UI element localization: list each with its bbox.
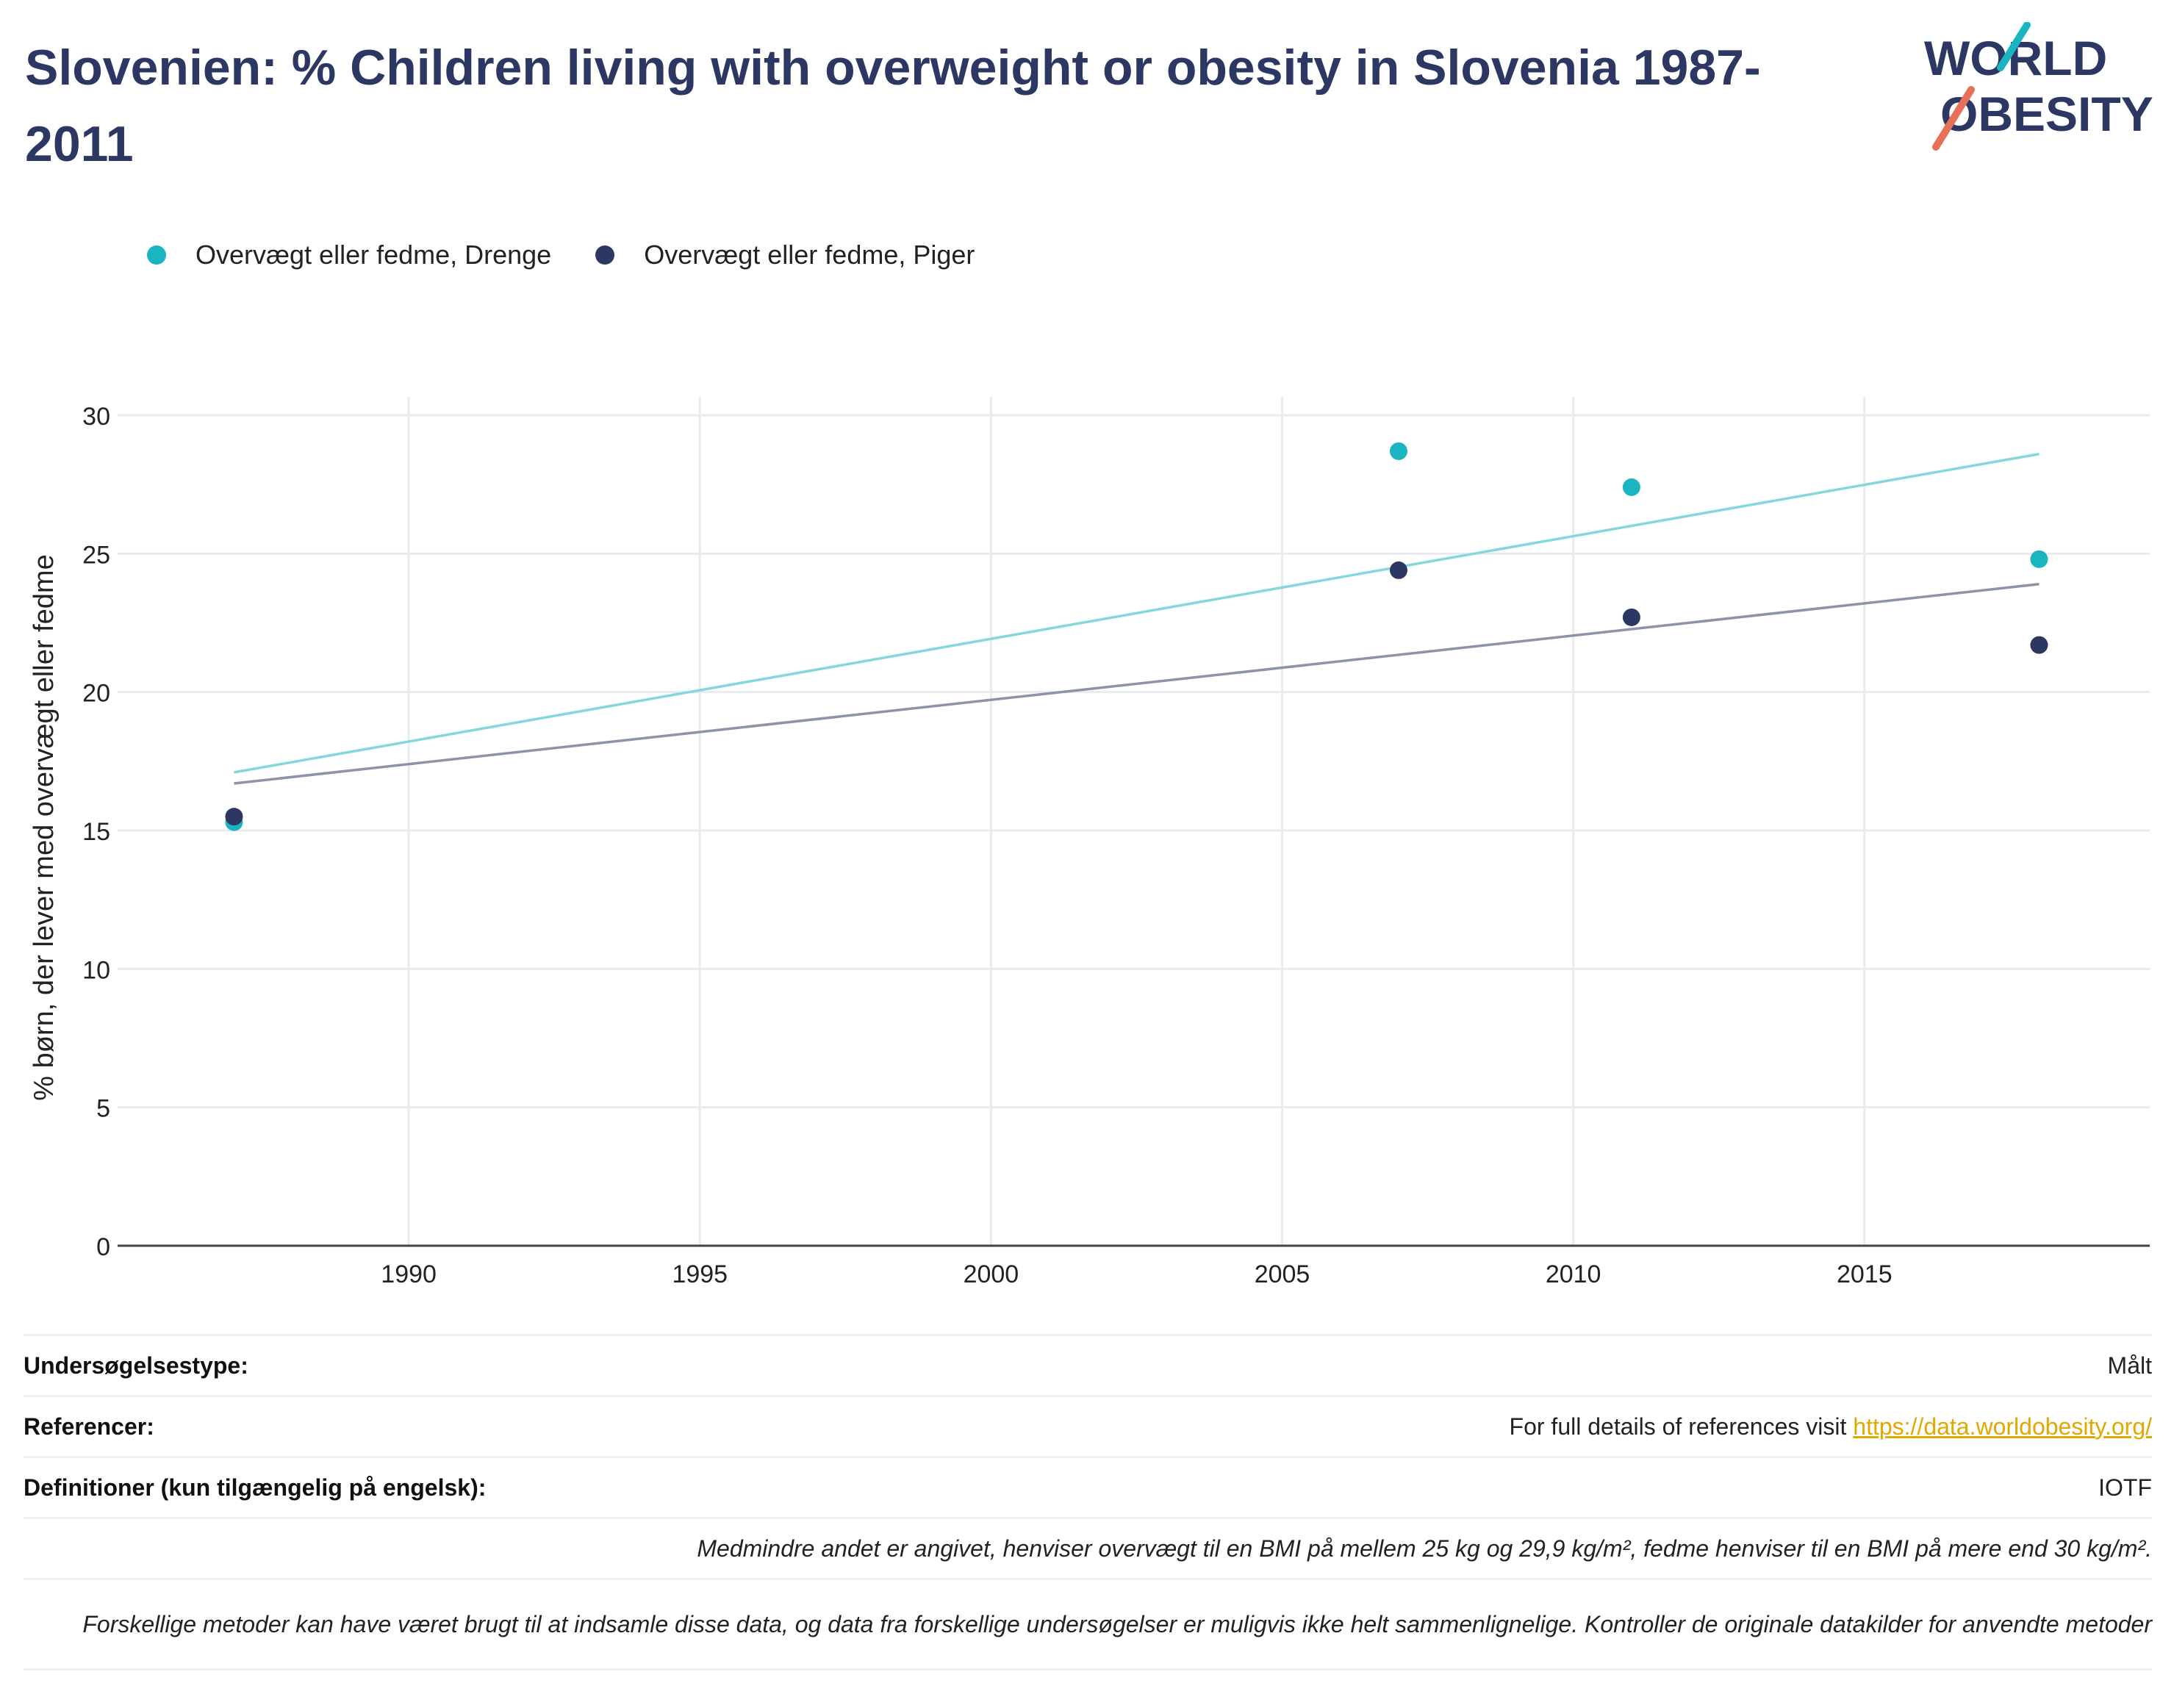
axis-layer: 0 5 10 15 20 25 30 1990 1995 2000 2005 2010 2015 xyxy=(82,403,2150,1288)
legend-item-girls[interactable]: Overvægt eller fedme, Piger xyxy=(595,240,975,270)
methods-note: Forskellige metoder kan have været brugt… xyxy=(82,1611,2152,1637)
references-text: For full details of references visit xyxy=(1509,1413,1854,1440)
grid-layer xyxy=(118,397,2150,1246)
data-point-boys xyxy=(2030,550,2048,568)
legend-dot-boys xyxy=(147,245,166,265)
x-tick-label: 1995 xyxy=(672,1260,728,1288)
references-link[interactable]: https://data.worldobesity.org/ xyxy=(1853,1413,2152,1440)
legend: Overvægt eller fedme, Drenge Overvægt el… xyxy=(147,240,1019,270)
logo-coral-slash xyxy=(1932,86,1975,151)
y-tick-label: 30 xyxy=(82,403,110,431)
survey-type-value: Målt xyxy=(2107,1352,2152,1379)
metadata-table: Undersøgelsestype: Målt Referencer: For … xyxy=(24,1334,2152,1671)
chart-title: Slovenien: % Children living with overwe… xyxy=(25,40,1761,172)
data-point-girls xyxy=(2030,636,2048,654)
x-tick-label: 1990 xyxy=(381,1260,437,1288)
data-point-girls xyxy=(225,808,243,826)
y-tick-label: 25 xyxy=(82,541,110,569)
references-label: Referencer: xyxy=(24,1413,154,1440)
scatter-chart: 0 5 10 15 20 25 30 1990 1995 2000 2005 2010 2015 % b… xyxy=(29,397,2150,1288)
x-tick-label: 2005 xyxy=(1255,1260,1310,1288)
legend-item-boys[interactable]: Overvægt eller fedme, Drenge xyxy=(147,240,551,270)
x-tick-label: 2000 xyxy=(964,1260,1019,1288)
legend-label-girls: Overvægt eller fedme, Piger xyxy=(644,240,975,270)
legend-dot-girls xyxy=(595,245,615,265)
references-value: For full details of references visit htt… xyxy=(1510,1413,2152,1440)
y-tick-label: 20 xyxy=(82,680,110,708)
meta-row-definitions: Definitioner (kun tilgængelig på engelsk… xyxy=(24,1456,2152,1517)
y-axis-label: % børn, der lever med overvægt eller fed… xyxy=(29,554,60,1100)
trend-line-girls xyxy=(234,583,2040,785)
definitions-label: Definitioner (kun tilgængelig på engelsk… xyxy=(24,1474,487,1501)
x-tick-label: 2010 xyxy=(1546,1260,1601,1288)
definitions-value: IOTF xyxy=(2098,1474,2152,1501)
data-point-girls xyxy=(1622,608,1640,626)
logo-teal-slash xyxy=(1997,22,2031,71)
data-point-boys xyxy=(1389,442,1407,460)
y-tick-label: 10 xyxy=(82,956,110,984)
y-tick-label: 15 xyxy=(82,818,110,846)
meta-row-references: Referencer: For full details of referenc… xyxy=(24,1395,2152,1456)
meta-row-bmi-note: Medmindre andet er angivet, henviser ove… xyxy=(24,1517,2152,1578)
y-tick-label: 0 xyxy=(96,1233,110,1261)
meta-row-methods-note: Forskellige metoder kan have været brugt… xyxy=(24,1578,2152,1671)
bmi-note: Medmindre andet er angivet, henviser ove… xyxy=(697,1535,2152,1562)
data-point-girls xyxy=(1389,561,1407,579)
trend-line-boys xyxy=(234,453,2040,774)
world-obesity-logo: WORLD OBESITY xyxy=(1924,22,2153,151)
logo-line-2: OBESITY xyxy=(1940,87,2153,141)
data-point-boys xyxy=(1622,478,1640,496)
trend-layer xyxy=(234,453,2040,785)
survey-type-label: Undersøgelsestype: xyxy=(24,1352,248,1379)
legend-label-boys: Overvægt eller fedme, Drenge xyxy=(195,240,552,270)
meta-row-survey-type: Undersøgelsestype: Målt xyxy=(24,1334,2152,1395)
x-tick-label: 2015 xyxy=(1837,1260,1893,1288)
point-layer xyxy=(225,442,2048,831)
y-tick-label: 5 xyxy=(96,1095,110,1123)
